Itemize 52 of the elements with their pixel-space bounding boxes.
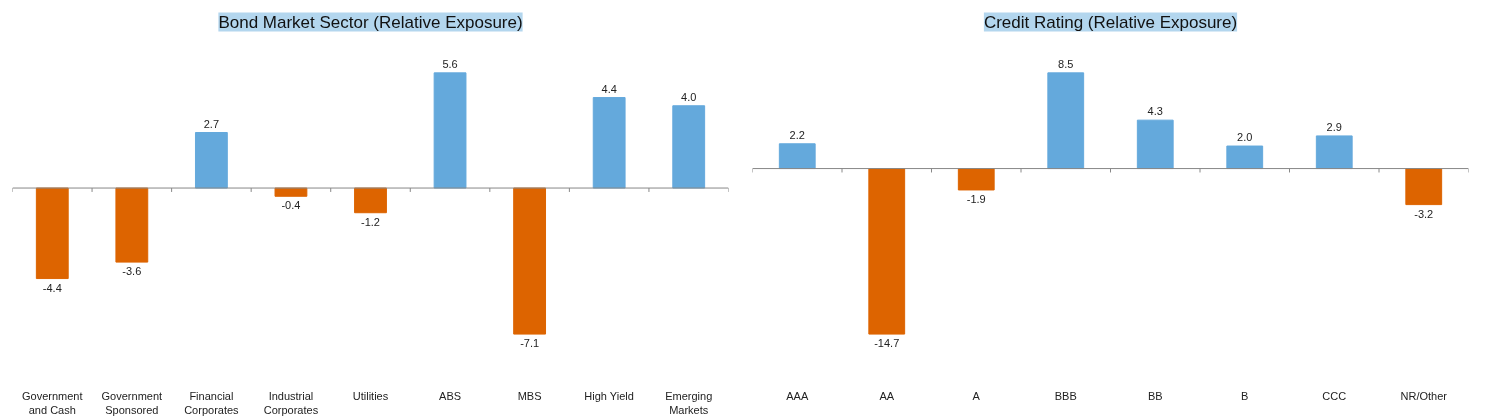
data-label: -7.1 [520,337,540,350]
data-label: -3.2 [1414,207,1434,220]
bar [354,187,387,214]
x-tick-label: Industrial Corporates [263,389,319,416]
data-label: -0.4 [281,199,301,212]
data-label: 4.4 [601,82,617,95]
bar [433,72,467,189]
x-tick-label: Government Sponsored [101,389,163,416]
data-label: 4.0 [681,90,697,103]
bar [1315,135,1353,170]
bar [672,105,706,189]
x-tick-label: High Yield [584,389,634,402]
data-label: 2.0 [1237,131,1253,144]
x-tick-label: Emerging Markets [665,389,713,416]
bar [1047,72,1085,170]
x-tick-label: AAA [786,389,809,402]
chart-title: Credit Rating (Relative Exposure) [983,12,1238,32]
x-tick-label: BBB [1054,389,1077,402]
x-tick-label: NR/Other [1400,389,1448,402]
x-tick-label: Utilities [352,389,389,402]
bar [957,168,995,191]
x-tick-label: BB [1147,389,1163,402]
bar [592,97,626,189]
data-label: -1.9 [966,192,986,205]
data-label: 8.5 [1058,57,1074,70]
bar [868,168,906,335]
data-label: -4.4 [42,281,62,294]
x-tick-label: MBS [517,389,542,402]
data-label: 2.7 [203,117,220,130]
x-tick-label: Financial Corporates [184,389,240,416]
x-tick-label: B [1241,389,1249,402]
data-label: -3.6 [122,265,142,278]
x-tick-label: CCC [1322,389,1347,402]
x-tick-label: A [972,389,981,402]
data-label: 5.6 [442,57,458,70]
bar [35,187,69,280]
data-label: 2.2 [789,128,805,141]
bar [1136,119,1174,170]
bar [778,143,816,170]
chart-title: Bond Market Sector (Relative Exposure) [218,12,523,32]
data-label: -14.7 [874,337,900,350]
bar [1405,168,1443,206]
bar [513,187,547,335]
bar [194,132,228,189]
data-label: -1.2 [361,215,380,228]
data-label: 4.3 [1147,105,1163,118]
x-tick-label: Government and Cash [22,389,83,416]
x-tick-label: ABS [439,389,462,402]
x-tick-label: AA [879,389,895,402]
data-label: 2.9 [1326,120,1342,133]
bar [115,187,149,263]
bar [1226,145,1264,170]
